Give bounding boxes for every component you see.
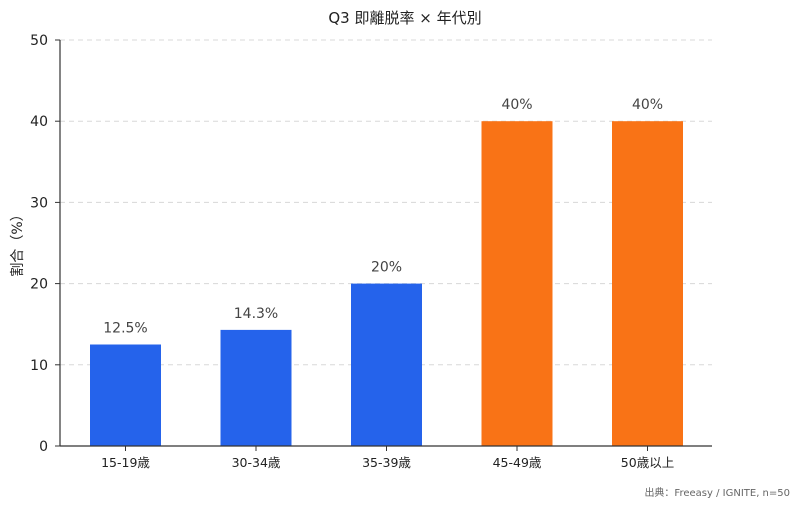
data-label: 20% (371, 260, 402, 276)
y-axis-label: 割合（%） (9, 207, 26, 276)
source-note: 出典：Freeasy / IGNITE, n=50 (644, 486, 790, 499)
x-tick-label: 30-34歳 (232, 455, 281, 470)
y-tick-label: 10 (30, 358, 48, 374)
labels: 0 10 20 30 40 50 12.5% 15-19歳 14.3% 30-34歳 20% 35-3… (30, 33, 674, 470)
y-tick-label: 0 (39, 439, 48, 455)
y-tick-label: 20 (30, 277, 48, 293)
data-label: 40% (501, 97, 532, 113)
y-tick-label: 30 (30, 195, 48, 211)
x-tick-label: 50歳以上 (621, 455, 674, 470)
x-tick-label: 15-19歳 (101, 455, 150, 470)
x-tick-label: 35-39歳 (362, 455, 411, 470)
bar (220, 329, 292, 446)
data-label: 14.3% (234, 306, 278, 322)
bar (351, 283, 422, 446)
axes (55, 39, 712, 451)
y-tick-label: 40 (30, 114, 48, 130)
data-label: 40% (632, 97, 663, 113)
x-tick-label: 45-49歳 (493, 455, 542, 470)
bar (481, 121, 553, 446)
bar (612, 121, 683, 446)
bars (90, 121, 683, 446)
chart-title: Q3 即離脱率 × 年代別 (328, 9, 481, 27)
y-tick-label: 50 (30, 33, 48, 49)
bar (90, 344, 161, 446)
data-label: 12.5% (103, 321, 147, 337)
gridlines (60, 39, 712, 366)
